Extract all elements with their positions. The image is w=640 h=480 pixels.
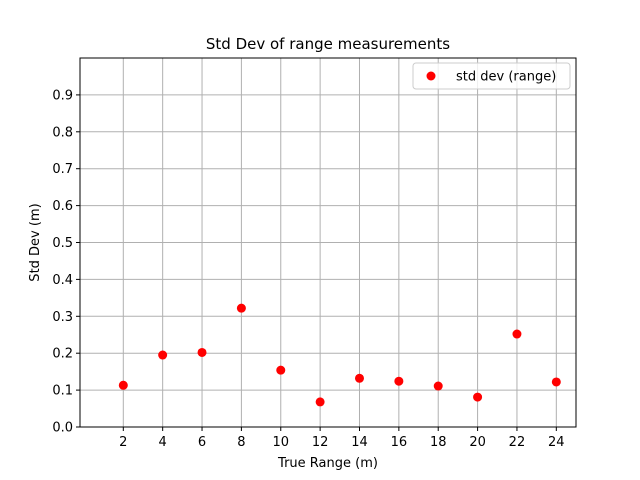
y-tick-label: 0.3 — [52, 310, 73, 325]
data-point — [158, 350, 168, 360]
data-point — [118, 380, 128, 390]
data-point — [473, 392, 483, 402]
data-point — [197, 347, 207, 357]
y-tick-label: 0.4 — [52, 273, 73, 288]
y-tick-label: 0.8 — [52, 125, 73, 140]
y-axis-ticks: 0.0 0.1 0.2 0.3 0.4 0.5 0.6 0.7 0.8 0.9 — [52, 88, 80, 436]
data-point — [354, 373, 364, 383]
x-tick-label: 24 — [548, 435, 565, 450]
x-tick-label: 2 — [119, 435, 127, 450]
x-tick-label: 20 — [469, 435, 486, 450]
data-point — [512, 329, 522, 339]
grid-lines — [80, 58, 576, 428]
y-tick-label: 0.5 — [52, 236, 73, 251]
x-tick-label: 14 — [351, 435, 368, 450]
chart-title: Std Dev of range measurements — [206, 35, 450, 53]
y-tick-label: 0.6 — [52, 199, 73, 214]
data-point — [236, 303, 246, 313]
x-tick-label: 10 — [272, 435, 289, 450]
y-tick-label: 0.1 — [52, 384, 73, 399]
legend-box — [412, 62, 571, 90]
x-tick-label: 12 — [312, 435, 329, 450]
x-tick-label: 6 — [198, 435, 206, 450]
y-tick-label: 0.0 — [52, 421, 73, 436]
plot-frame — [79, 57, 577, 428]
y-tick-label: 0.9 — [52, 88, 73, 103]
y-tick-label: 0.7 — [52, 162, 73, 177]
x-axis-title: True Range (m) — [277, 456, 378, 471]
legend: std dev (range) — [412, 62, 571, 90]
legend-label: std dev (range) — [456, 70, 556, 85]
data-point — [276, 365, 286, 375]
legend-marker — [426, 71, 436, 81]
x-tick-label: 4 — [159, 435, 167, 450]
data-point — [315, 397, 325, 407]
x-tick-label: 16 — [391, 435, 408, 450]
x-tick-label: 18 — [430, 435, 447, 450]
x-axis-ticks: 2 4 6 8 10 12 14 16 18 20 22 24 — [119, 427, 565, 450]
y-tick-label: 0.2 — [52, 347, 73, 362]
x-tick-label: 22 — [509, 435, 526, 450]
x-tick-label: 8 — [237, 435, 245, 450]
data-point — [551, 377, 561, 387]
data-points — [118, 303, 561, 407]
y-axis-title: Std Dev (m) — [28, 203, 43, 281]
data-point — [394, 376, 404, 386]
data-point — [433, 381, 443, 391]
